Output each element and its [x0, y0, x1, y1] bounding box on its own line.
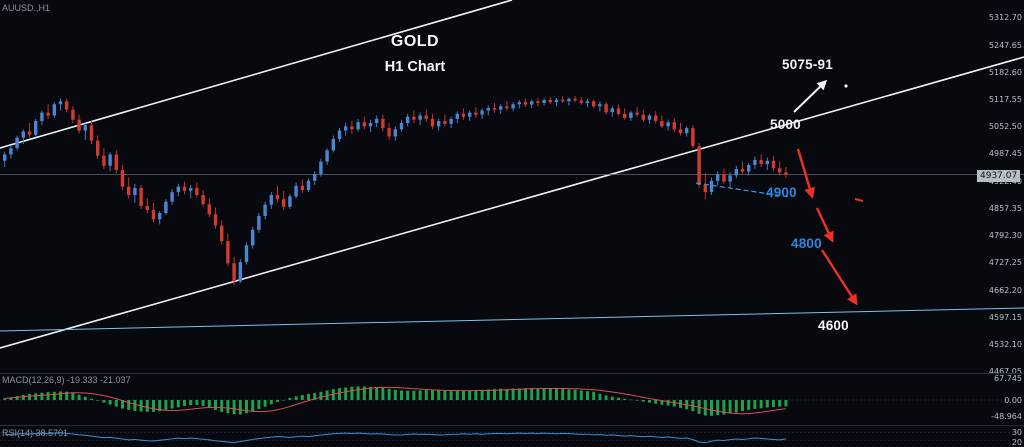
chart-title-symbol: GOLD: [390, 33, 440, 50]
macd-indicator-label: MACD(12,26,9) -19.333 -21.037: [2, 375, 131, 385]
macd-panel-divider[interactable]: [0, 373, 1024, 374]
chart-title-timeframe: H1 Chart: [384, 59, 446, 75]
current-price-label: 4937.07: [977, 169, 1021, 182]
symbol-timeframe-label: AUUSD.,H1: [2, 3, 51, 13]
rsi-panel-divider[interactable]: [0, 425, 1024, 426]
chart-title: GOLD H1 Chart: [330, 33, 500, 75]
rsi-indicator-label: RSI(14) 38.5701: [2, 428, 69, 438]
